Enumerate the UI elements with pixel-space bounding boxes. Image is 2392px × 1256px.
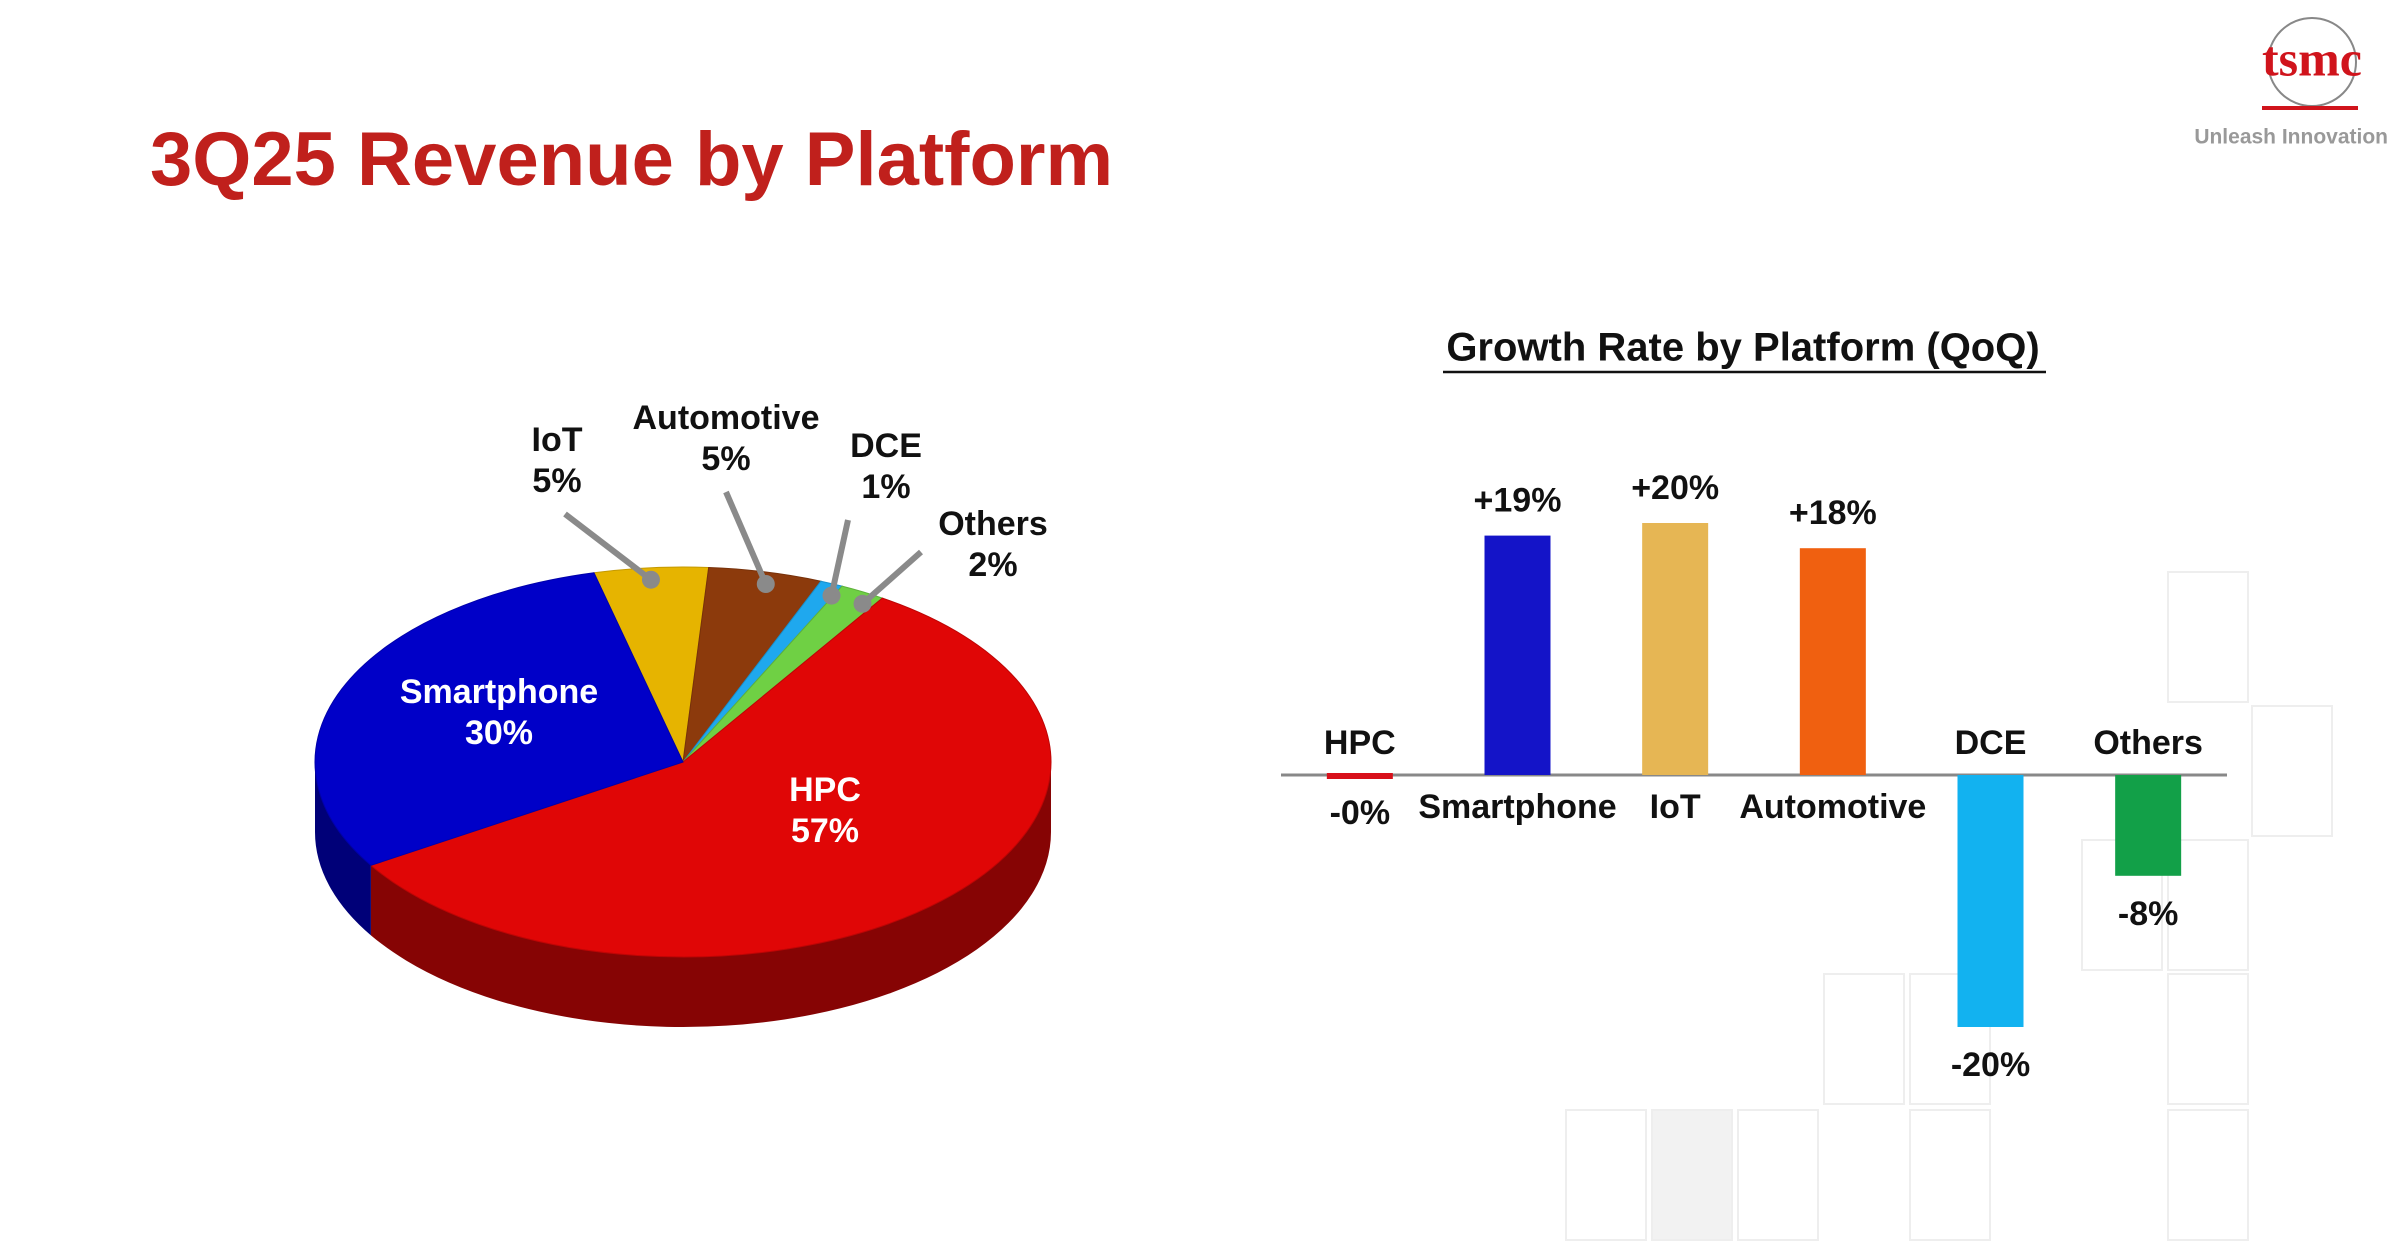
pie-side [315,762,371,936]
pie-label: Smartphone [400,673,598,711]
pie-label: DCE [850,427,922,465]
logo: tsmc [2262,30,2362,86]
leader-dot [756,574,775,593]
leader-line [723,490,769,586]
leader-line [860,549,923,607]
pie-value-label: 30% [465,714,533,752]
bar-value-label: +19% [1474,482,1562,520]
pie-label: Automotive [633,399,820,437]
pie-value-label: 2% [968,546,1017,584]
bar-category-label: HPC [1324,724,1396,762]
pie-side [370,762,1051,1027]
pie-slice [314,572,684,866]
pie-label: IoT [532,421,583,459]
bar [1799,548,1866,775]
pie-slice [369,597,1052,958]
bar-value-label: -8% [2118,895,2178,933]
background-tiles [1565,571,2333,1241]
bar-value-label: -20% [1951,1046,2030,1084]
pie-value-label: 1% [861,468,910,506]
bar-category-label: Smartphone [1418,788,1616,826]
bar [2115,775,2182,876]
bar-value-label: +18% [1789,494,1877,532]
leader-line [828,519,851,597]
bar-chart-title: Growth Rate by Platform (QoQ) [1446,326,2039,370]
bar-value-label: +20% [1631,469,1719,507]
pie-value-label: 5% [701,440,750,478]
bar [1642,523,1709,775]
slide-title: 3Q25 Revenue by Platform [150,117,1113,202]
leader-dot [641,570,660,589]
bar-value-label: -0% [1330,794,1390,832]
leader-dot [853,594,872,613]
bar-category-label: IoT [1650,788,1701,826]
pie-label: Others [938,505,1048,543]
bar-category-label: Automotive [1739,788,1926,826]
pie-label: HPC [789,771,861,809]
pie-value-label: 5% [532,462,581,500]
bar [1484,535,1551,775]
leader-dot [822,586,841,605]
bar-category-label: DCE [1955,724,2027,762]
bar [1326,773,1393,779]
bar-category-label: Others [2093,724,2203,762]
bar [1957,775,2024,1027]
pie-value-label: 57% [791,812,859,850]
leader-line [563,511,653,583]
logo-tagline: Unleash Innovation [2194,126,2388,149]
